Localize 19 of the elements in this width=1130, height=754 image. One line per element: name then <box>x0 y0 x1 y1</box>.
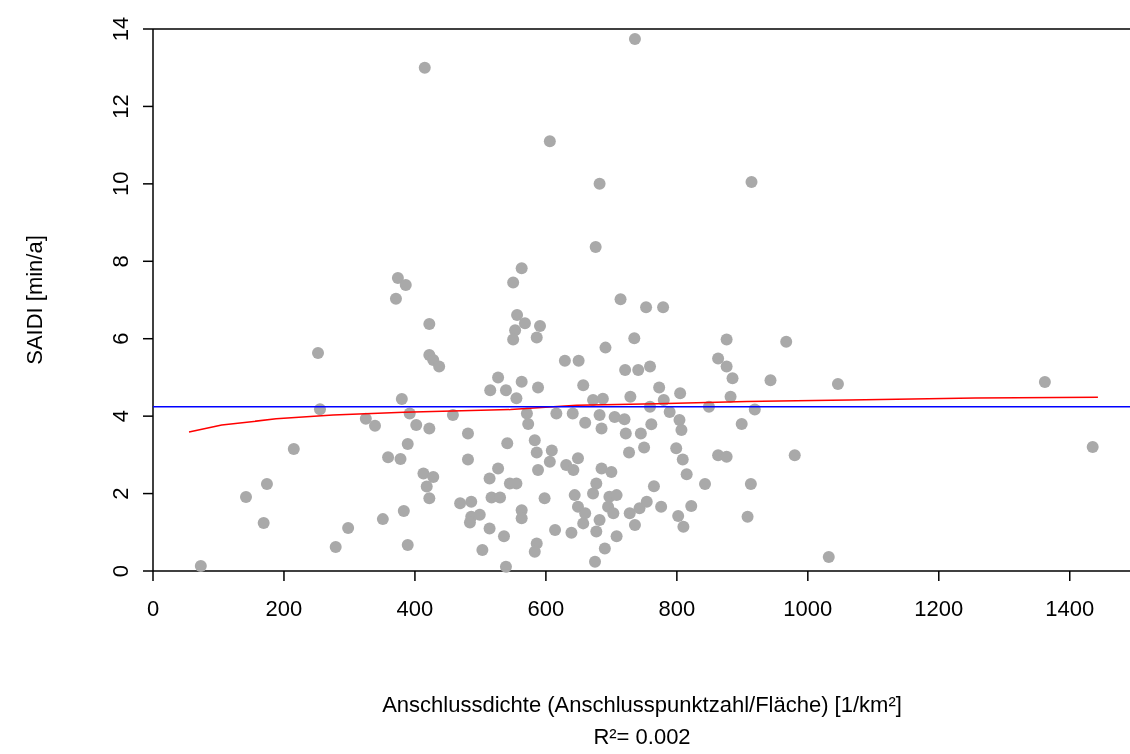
x-tick-label: 0 <box>146 596 160 621</box>
x-axis-title: Anschlussdichte (Anschlusspunktzahl/Fläche) [1/km²] <box>382 692 902 717</box>
x-tick-label: 1200 <box>914 596 964 621</box>
y-tick-label: 8 <box>108 255 133 268</box>
y-tick-label: 4 <box>108 410 133 423</box>
text: R²= 0.002 <box>593 724 691 749</box>
y-tick-label: 0 <box>108 564 133 578</box>
x-tick-label: 200 <box>265 596 303 621</box>
y-axis-title: SAIDI [min/a] <box>22 235 47 365</box>
x-tick-label: 1400 <box>1045 596 1095 621</box>
y-tick-label: 6 <box>108 332 133 345</box>
y-tick-label: 10 <box>108 171 133 197</box>
y-tick-label: 14 <box>108 16 133 42</box>
x-tick-label: 1000 <box>783 596 833 621</box>
x-tick-label: 400 <box>396 596 434 621</box>
x-tick-label: 800 <box>658 596 696 621</box>
x-tick-label: 600 <box>527 596 565 621</box>
y-tick-label: 12 <box>108 94 133 119</box>
y-tick-label: 2 <box>108 487 133 500</box>
